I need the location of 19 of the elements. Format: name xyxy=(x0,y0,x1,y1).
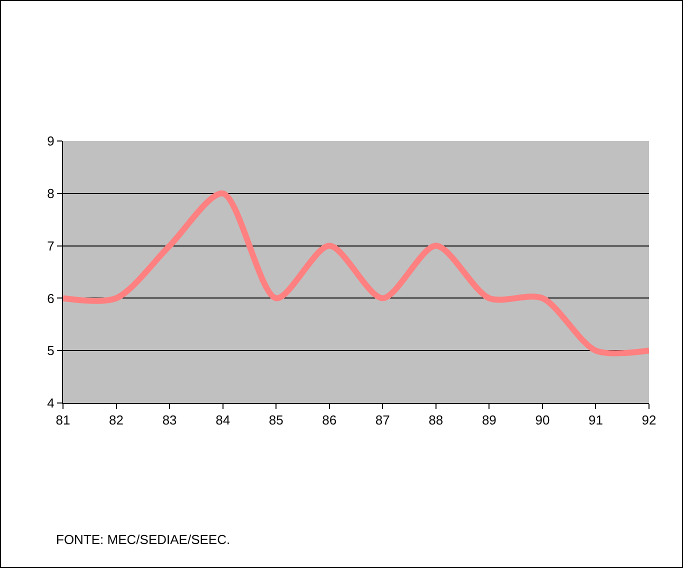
y-tick-label: 9 xyxy=(47,134,54,149)
source-note: FONTE: MEC/SEDIAE/SEEC. xyxy=(56,532,230,547)
x-tick-label: 82 xyxy=(109,412,124,428)
x-tick-label: 81 xyxy=(56,412,70,428)
y-tick-label: 7 xyxy=(47,238,54,254)
y-tick-label: 5 xyxy=(47,343,54,358)
x-tick-label: 91 xyxy=(588,412,603,428)
x-tick-label: 83 xyxy=(162,412,177,428)
x-tick-label: 92 xyxy=(642,412,656,428)
x-tick-label: 89 xyxy=(482,412,496,428)
x-tick-label: 90 xyxy=(535,412,550,428)
y-tick-label: 4 xyxy=(47,396,54,411)
x-tick-label: 86 xyxy=(322,412,337,428)
x-tick-label: 87 xyxy=(375,412,390,428)
x-tick-label: 88 xyxy=(428,412,444,428)
x-tick-label: 85 xyxy=(268,412,284,428)
y-tick-label: 8 xyxy=(47,186,54,201)
x-tick-label: 84 xyxy=(216,412,230,428)
y-tick-label: 6 xyxy=(47,290,54,306)
